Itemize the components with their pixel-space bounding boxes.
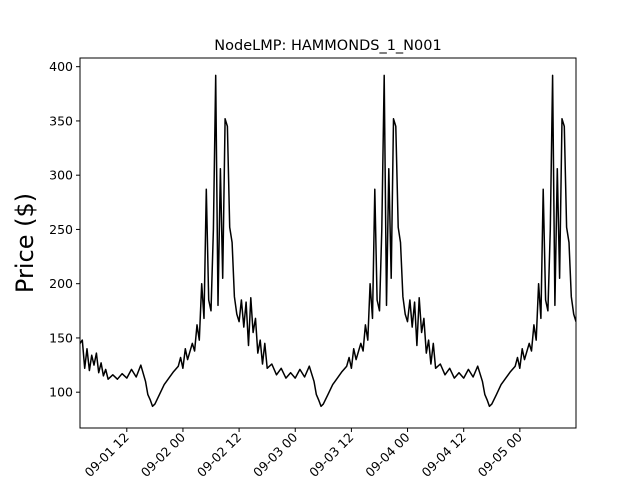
y-axis-label: Price ($) <box>11 193 39 293</box>
y-tick-label: 150 <box>49 330 73 345</box>
y-tick-label: 200 <box>49 276 73 291</box>
chart-title: NodeLMP: HAMMONDS_1_N001 <box>214 38 441 54</box>
y-tick-label: 250 <box>49 222 73 237</box>
y-tick-label: 400 <box>49 59 73 74</box>
y-axis: 100 150 200 250 300 350 400 <box>49 59 80 400</box>
y-tick-label: 350 <box>49 113 73 128</box>
plot-frame <box>79 57 577 429</box>
plot-area <box>79 57 577 429</box>
y-tick-label: 300 <box>49 168 73 183</box>
y-tick-label: 100 <box>49 385 73 400</box>
price-series-line <box>80 74 576 408</box>
